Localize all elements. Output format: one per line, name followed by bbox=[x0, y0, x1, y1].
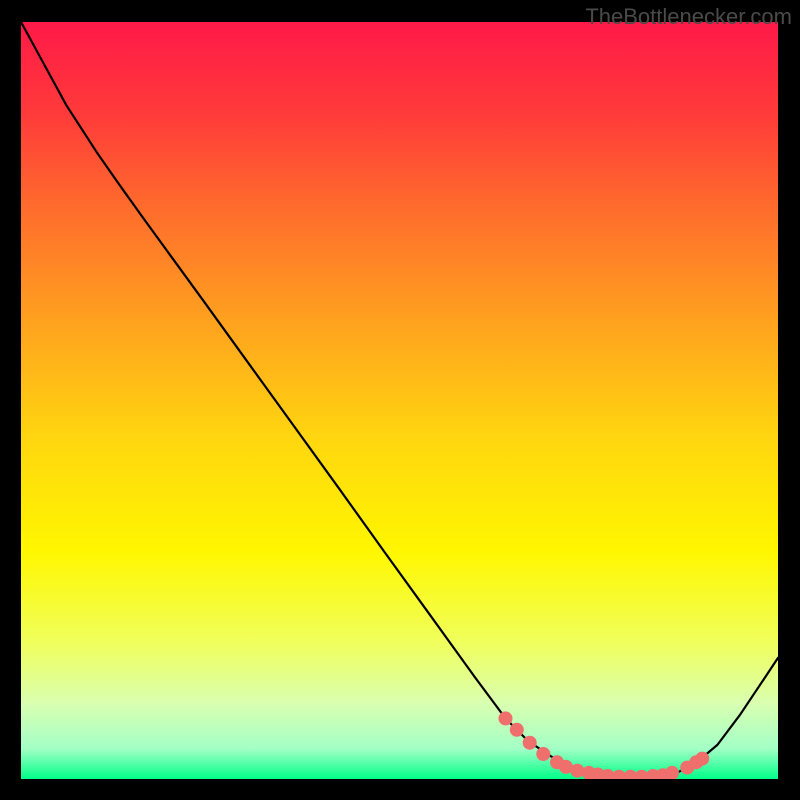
data-point bbox=[666, 766, 679, 779]
data-point bbox=[510, 723, 523, 736]
data-point bbox=[696, 752, 709, 765]
chart-background bbox=[21, 22, 778, 779]
data-point bbox=[537, 748, 550, 761]
data-point bbox=[523, 736, 536, 749]
watermark-text: TheBottlenecker.com bbox=[585, 4, 792, 30]
data-point bbox=[571, 764, 584, 777]
data-point bbox=[499, 712, 512, 725]
chart-plot-area bbox=[21, 22, 778, 779]
chart-svg bbox=[21, 22, 778, 779]
